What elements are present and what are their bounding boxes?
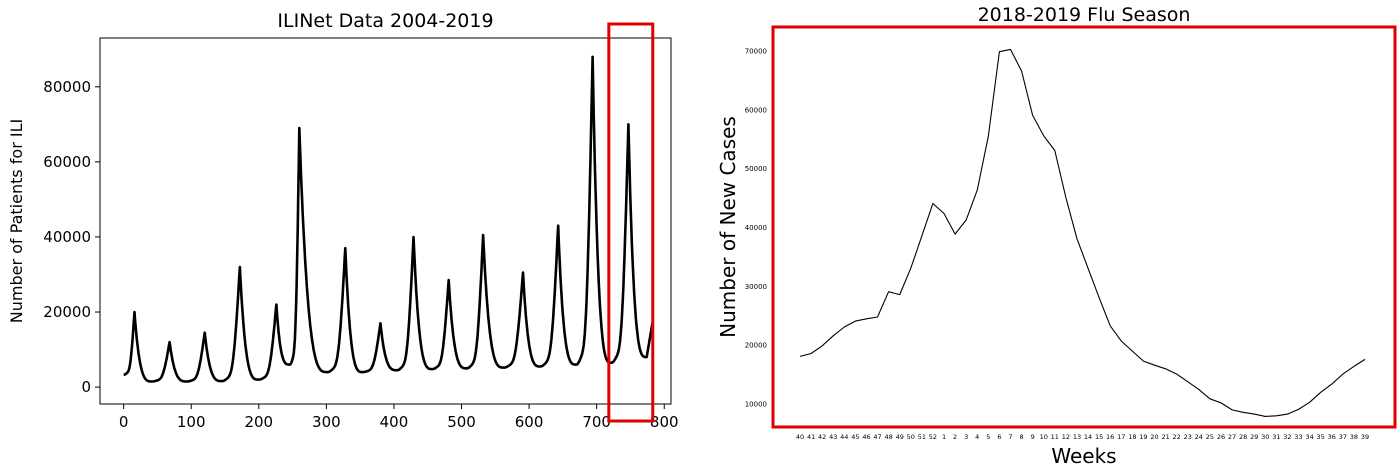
x-tick-label: 7 [1008,433,1012,441]
x-tick-label: 10 [1040,433,1048,441]
x-tick-label: 1 [942,433,946,441]
x-tick-label: 32 [1283,433,1291,441]
x-tick-label: 38 [1350,433,1358,441]
x-tick-label: 40 [796,433,804,441]
y-tick-label: 80000 [43,78,91,96]
chart-title: 2018-2019 Flu Season [978,4,1191,26]
y-tick-label: 30000 [745,283,767,291]
x-tick-label: 700 [582,413,611,431]
x-tick-label: 24 [1195,433,1203,441]
x-tick-label: 5 [986,433,990,441]
y-axis-label: Number of Patients for ILI [7,119,26,323]
y-axis-label: Number of New Cases [716,116,740,338]
x-tick-label: 19 [1139,433,1147,441]
y-tick-label: 70000 [745,48,767,56]
x-tick-label: 500 [447,413,476,431]
y-tick-label: 10000 [745,400,767,408]
x-tick-label: 16 [1106,433,1114,441]
y-tick-label: 60000 [745,106,767,114]
x-tick-label: 800 [650,413,679,431]
x-tick-label: 29 [1250,433,1258,441]
x-tick-label: 100 [177,413,206,431]
x-tick-label: 200 [244,413,273,431]
x-tick-label: 14 [1084,433,1092,441]
x-tick-label: 47 [873,433,881,441]
x-tick-label: 42 [818,433,826,441]
x-tick-label: 9 [1031,433,1035,441]
x-axis-label: Weeks [1051,444,1116,468]
y-tick-label: 20000 [43,303,91,321]
x-tick-label: 39 [1361,433,1369,441]
x-tick-label: 13 [1073,433,1081,441]
x-tick-label: 27 [1228,433,1236,441]
y-tick-label: 50000 [745,165,767,173]
x-tick-label: 4 [975,433,979,441]
x-tick-label: 28 [1239,433,1247,441]
x-tick-label: 400 [380,413,409,431]
x-tick-label: 33 [1294,433,1302,441]
y-tick-label: 40000 [745,224,767,232]
y-tick-label: 40000 [43,228,91,246]
y-tick-label: 60000 [43,153,91,171]
x-tick-label: 49 [896,433,904,441]
x-tick-label: 31 [1272,433,1280,441]
x-tick-label: 30 [1261,433,1269,441]
x-tick-label: 20 [1150,433,1158,441]
x-tick-label: 51 [918,433,926,441]
x-tick-label: 41 [807,433,815,441]
flu-season-chart: 2018-2019 Flu Season 10000 20000 30000 40000… [716,4,1397,468]
x-tick-label: 22 [1173,433,1181,441]
x-tick-label: 8 [1019,433,1023,441]
x-tick-label: 44 [840,433,848,441]
x-tick-label: 45 [851,433,859,441]
x-tick-label: 46 [862,433,870,441]
ilinet-chart: ILINet Data 2004-2019 0 100 200 300 400 500 600… [7,10,679,431]
x-tick-label: 52 [929,433,937,441]
x-tick-label: 48 [884,433,892,441]
plot-frame [771,25,1397,429]
x-tick-label: 300 [312,413,341,431]
x-tick-label: 600 [515,413,544,431]
ilinet-series-line [122,55,655,383]
x-tick-label: 2 [953,433,957,441]
x-tick-label: 18 [1128,433,1136,441]
x-tick-label: 0 [119,413,129,431]
x-tick-label: 25 [1206,433,1214,441]
x-tick-label: 11 [1051,433,1059,441]
x-tick-label: 12 [1062,433,1070,441]
x-tick-label: 23 [1184,433,1192,441]
x-tick-label: 35 [1317,433,1325,441]
x-tick-label: 15 [1095,433,1103,441]
x-tick-label: 43 [829,433,837,441]
x-tick-label: 17 [1117,433,1125,441]
x-tick-label: 37 [1339,433,1347,441]
x-tick-label: 34 [1305,433,1313,441]
plot-frame [99,37,672,405]
y-tick-label: 0 [81,378,91,396]
y-tick-label: 20000 [745,342,767,350]
highlight-box [607,22,655,423]
x-tick-label: 26 [1217,433,1225,441]
x-tick-label: 21 [1161,433,1169,441]
chart-title: ILINet Data 2004-2019 [277,10,493,32]
x-tick-label: 3 [964,433,968,441]
x-tick-label: 50 [907,433,915,441]
x-tick-label: 36 [1328,433,1336,441]
flu-season-line [799,48,1366,417]
x-tick-label: 6 [997,433,1001,441]
